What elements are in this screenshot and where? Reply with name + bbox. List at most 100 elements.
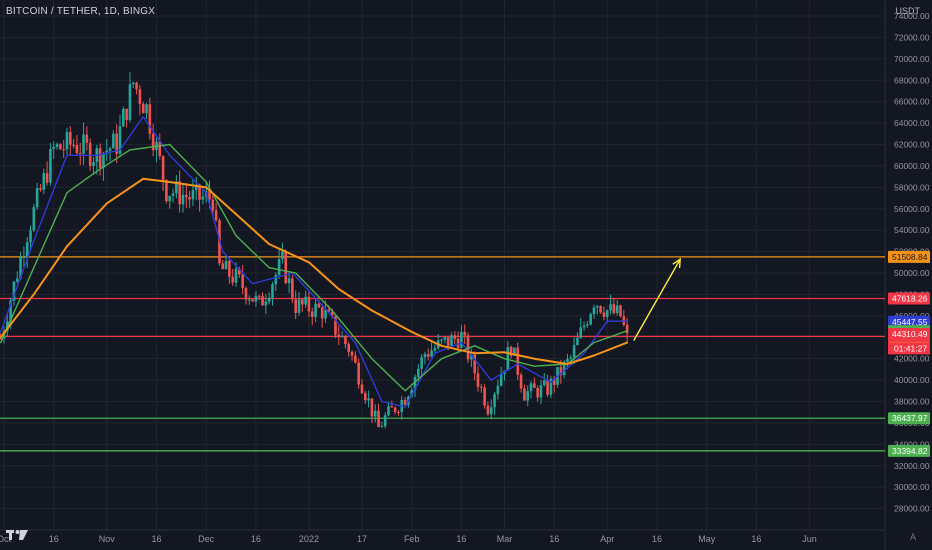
candle[interactable] xyxy=(420,353,423,376)
candle[interactable] xyxy=(397,409,400,417)
candle[interactable] xyxy=(244,286,248,305)
candle[interactable] xyxy=(188,191,191,208)
candle[interactable] xyxy=(98,143,102,176)
candle[interactable] xyxy=(483,383,486,409)
candle[interactable] xyxy=(417,364,420,385)
candle[interactable] xyxy=(168,195,172,209)
candle[interactable] xyxy=(191,179,195,206)
candle[interactable] xyxy=(586,320,589,329)
candle[interactable] xyxy=(175,174,178,199)
candle[interactable] xyxy=(55,142,59,150)
candle[interactable] xyxy=(612,297,616,315)
candle[interactable] xyxy=(68,126,72,156)
candle[interactable] xyxy=(496,379,500,400)
candle[interactable] xyxy=(320,303,324,328)
candle[interactable] xyxy=(221,259,225,270)
candle[interactable] xyxy=(85,126,89,151)
candle[interactable] xyxy=(198,183,201,212)
candle[interactable] xyxy=(625,317,629,342)
candle[interactable] xyxy=(340,331,344,338)
candle[interactable] xyxy=(29,225,32,249)
candle[interactable] xyxy=(373,404,377,423)
candle[interactable] xyxy=(337,325,341,345)
candle[interactable] xyxy=(354,351,357,364)
candle[interactable] xyxy=(112,130,115,149)
candle[interactable] xyxy=(52,141,56,159)
candle[interactable] xyxy=(360,379,364,395)
candle[interactable] xyxy=(377,403,380,428)
candle[interactable] xyxy=(450,332,453,347)
candle[interactable] xyxy=(589,312,592,326)
candle[interactable] xyxy=(59,143,62,150)
candle[interactable] xyxy=(546,374,549,398)
candle[interactable] xyxy=(367,390,370,408)
candle[interactable] xyxy=(12,280,16,306)
tradingview-logo-icon[interactable] xyxy=(6,528,28,542)
candle[interactable] xyxy=(65,127,69,156)
candle[interactable] xyxy=(294,290,297,320)
candle[interactable] xyxy=(576,332,579,346)
candle[interactable] xyxy=(171,188,175,203)
candle[interactable] xyxy=(264,294,268,315)
candle[interactable] xyxy=(131,81,135,89)
candle[interactable] xyxy=(105,139,109,161)
candle[interactable] xyxy=(566,353,569,370)
candle[interactable] xyxy=(228,258,231,284)
candle[interactable] xyxy=(615,300,619,316)
candle[interactable] xyxy=(39,184,42,192)
candle[interactable] xyxy=(476,366,480,392)
candle[interactable] xyxy=(347,341,351,357)
candle[interactable] xyxy=(622,309,626,327)
candle[interactable] xyxy=(194,176,198,201)
candle[interactable] xyxy=(224,255,228,270)
candle[interactable] xyxy=(241,265,244,294)
candle[interactable] xyxy=(231,268,235,286)
candle[interactable] xyxy=(148,97,152,140)
candle[interactable] xyxy=(460,324,463,349)
candle[interactable] xyxy=(533,377,536,389)
candle[interactable] xyxy=(536,385,539,402)
candle[interactable] xyxy=(135,81,138,95)
candle[interactable] xyxy=(310,307,314,326)
candle[interactable] xyxy=(128,71,132,123)
candle[interactable] xyxy=(387,401,390,417)
candle[interactable] xyxy=(49,142,52,186)
candle[interactable] xyxy=(619,304,622,318)
candle[interactable] xyxy=(433,344,437,353)
candle[interactable] xyxy=(247,295,251,305)
candle[interactable] xyxy=(596,305,599,315)
candle[interactable] xyxy=(271,281,274,306)
candle[interactable] xyxy=(602,306,606,321)
candle[interactable] xyxy=(453,331,457,344)
candle[interactable] xyxy=(122,106,125,127)
candle[interactable] xyxy=(599,305,602,315)
candle[interactable] xyxy=(141,101,145,114)
candle[interactable] xyxy=(78,142,82,166)
candle[interactable] xyxy=(582,321,586,331)
candle[interactable] xyxy=(281,242,284,264)
candle[interactable] xyxy=(592,304,596,319)
candle[interactable] xyxy=(480,383,483,393)
candle[interactable] xyxy=(261,292,264,306)
candle[interactable] xyxy=(287,272,291,294)
candle[interactable] xyxy=(92,156,95,175)
candle[interactable] xyxy=(82,122,85,166)
candle[interactable] xyxy=(25,237,29,268)
candle[interactable] xyxy=(523,384,526,401)
candle[interactable] xyxy=(42,168,46,195)
candle[interactable] xyxy=(440,338,443,345)
ema_mid-line[interactable] xyxy=(0,143,628,392)
candle[interactable] xyxy=(304,290,307,308)
candle[interactable] xyxy=(181,183,185,213)
candle[interactable] xyxy=(426,348,430,361)
candle[interactable] xyxy=(314,298,317,323)
candle[interactable] xyxy=(539,380,543,404)
candle[interactable] xyxy=(15,271,19,284)
candle[interactable] xyxy=(151,123,155,157)
candle[interactable] xyxy=(297,292,301,316)
candle[interactable] xyxy=(519,372,523,393)
candle[interactable] xyxy=(45,161,49,186)
candle[interactable] xyxy=(274,272,278,292)
candle[interactable] xyxy=(277,248,281,279)
